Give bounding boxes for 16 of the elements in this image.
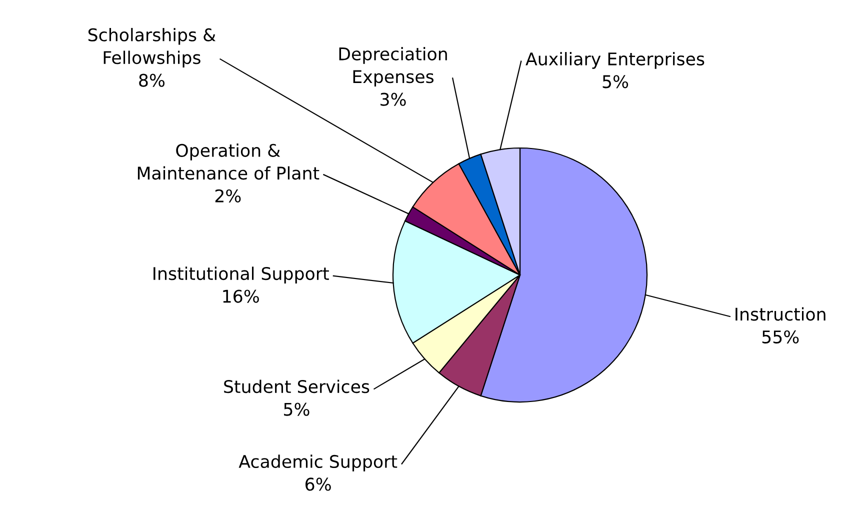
- slice-label: Auxiliary Enterprises: [526, 52, 704, 69]
- slice-label: Institutional Support: [154, 266, 329, 284]
- data-label: 5%: [602, 75, 628, 88]
- data-label: 3%: [380, 92, 406, 106]
- slice-label: Operation & Maintenance of Plant: [138, 144, 320, 180]
- slice-label: Depreciation Expenses: [339, 47, 447, 87]
- data-label: 8%: [139, 74, 165, 87]
- data-label: 2%: [215, 189, 241, 202]
- data-label: 55%: [762, 330, 799, 344]
- slice-label: Academic Support: [238, 454, 398, 472]
- slice-label: Scholarships & Fellowships: [88, 28, 216, 68]
- data-label: 6%: [306, 478, 331, 491]
- slice-label: Student Services: [224, 380, 370, 394]
- data-label: 5%: [284, 402, 310, 416]
- data-label: 16%: [223, 290, 259, 303]
- slice-label: Instruction: [736, 307, 826, 321]
